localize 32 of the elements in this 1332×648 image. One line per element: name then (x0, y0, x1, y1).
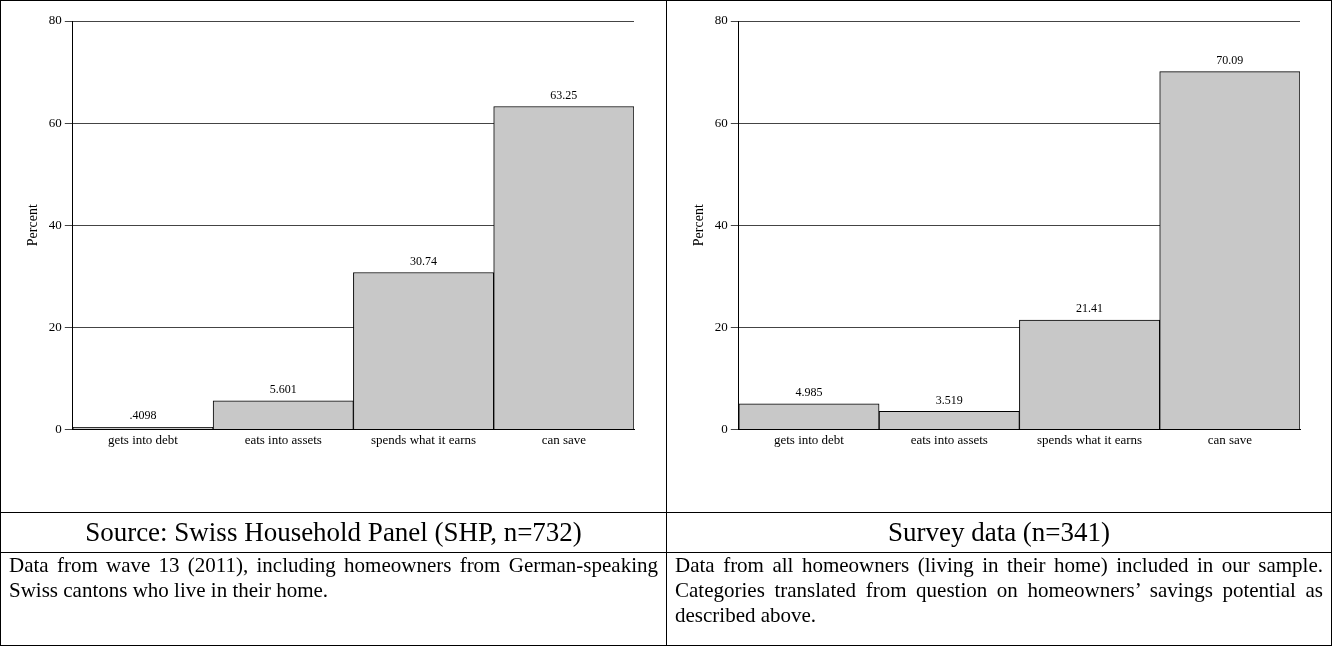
data-label: 4.985 (795, 385, 823, 400)
x-tick-label: spends what it earns (371, 431, 477, 447)
y-tick-label: 20 (714, 318, 728, 334)
x-tick-label: gets into debt (773, 431, 845, 447)
x-tick-label: can save (541, 431, 587, 447)
y-tick-label: 60 (714, 114, 728, 130)
x-tick-label: eats into assets (910, 431, 988, 447)
y-tick-label: 20 (48, 318, 62, 334)
y-tick-label: 0 (55, 420, 62, 436)
y-tick-label: 40 (714, 216, 728, 232)
data-label: 5.601 (269, 381, 297, 396)
y-tick-label: 60 (48, 114, 62, 130)
y-tick-label: 80 (714, 12, 728, 28)
data-label: 21.41 (1076, 301, 1104, 316)
data-label: 70.09 (1216, 52, 1244, 67)
x-tick-label: gets into debt (107, 431, 179, 447)
data-label: .4098 (129, 408, 157, 423)
data-label: 30.74 (410, 253, 438, 268)
y-axis-title: Percent (25, 204, 41, 247)
y-axis-title: Percent (691, 204, 707, 247)
y-tick-label: 80 (48, 12, 62, 28)
text: Survey data (n=341) (886, 517, 1112, 548)
x-tick-label: spends what it earns (1037, 431, 1143, 447)
data-label: 63.25 (550, 87, 578, 102)
x-tick-label: can save (1207, 431, 1253, 447)
x-tick-label: eats into assets (244, 431, 322, 447)
text: Data from all homeowners (living in their home) included in our sample. Categories translated from question on homeowners’ savings potential as described above. (675, 553, 1323, 628)
y-tick-label: 40 (48, 216, 62, 232)
text: Source: Swiss Household Panel (SHP, n=732) (84, 517, 583, 548)
data-label: 3.519 (935, 392, 963, 407)
text: Data from wave 13 (2011), including homeowners from German-speaking Swiss cantons who live in their home. (9, 553, 658, 603)
y-tick-label: 0 (721, 420, 728, 436)
